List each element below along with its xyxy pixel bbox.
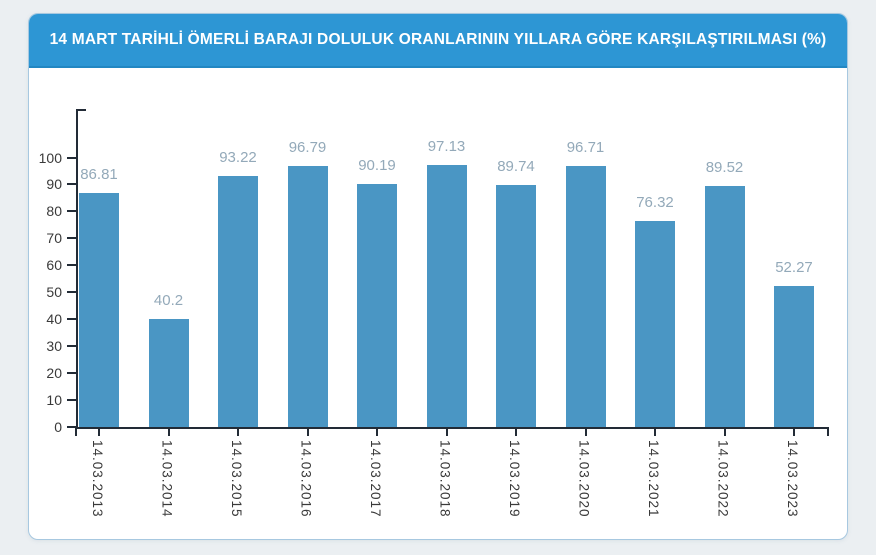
- x-category-label: 14.03.2020: [576, 440, 592, 518]
- x-axis-tick: [584, 427, 587, 436]
- y-axis-tick-label: 50: [46, 284, 62, 301]
- plot-area: 0 10 20 30 40 50 60 70 80 90 100 86.81 14.03.2013 40.…: [39, 109, 829, 518]
- x-axis-line: [76, 427, 828, 429]
- bar-value-label: 76.32: [636, 194, 674, 212]
- x-category-label: 14.03.2013: [90, 440, 105, 518]
- x-category-label: 14.03.2014: [159, 440, 175, 518]
- y-axis-tick: [67, 399, 76, 402]
- bar-value-label: 97.13: [427, 138, 466, 156]
- chart-title: 14 MART TARİHLİ ÖMERLİ BARAJI DOLULUK OR…: [49, 31, 827, 48]
- bar-value-label: 89.74: [497, 158, 535, 176]
- y-axis-line: [76, 109, 78, 427]
- bar-value-label: 52.27: [775, 259, 813, 277]
- y-axis-tick: [67, 156, 76, 159]
- bar: [426, 165, 467, 427]
- x-axis-end-tick: [827, 427, 829, 436]
- y-axis-tick: [67, 291, 76, 294]
- y-axis-tick-label: 90: [46, 176, 62, 193]
- bar: [565, 166, 606, 427]
- x-category-label: 14.03.2018: [437, 440, 453, 518]
- x-category-label: 14.03.2022: [715, 440, 731, 518]
- x-category-label: 14.03.2016: [298, 440, 314, 518]
- bar: [357, 183, 397, 427]
- bar-value-label: 96.71: [566, 139, 605, 157]
- bar: [635, 221, 675, 427]
- y-axis-tick: [67, 210, 76, 213]
- y-axis-top-cap: [76, 109, 86, 111]
- y-axis-tick-label: 60: [46, 257, 62, 274]
- chart-header: 14 MART TARİHLİ ÖMERLİ BARAJI DOLULUK OR…: [29, 14, 847, 68]
- y-axis-tick-label: 10: [46, 392, 62, 409]
- x-category-label: 14.03.2015: [229, 440, 244, 518]
- y-axis-tick-label: 70: [46, 230, 62, 247]
- bar-value-label: 90.19: [358, 156, 396, 174]
- bar-value-label: 86.81: [80, 166, 118, 184]
- x-axis-tick: [237, 427, 239, 436]
- y-axis-tick: [67, 426, 76, 428]
- x-category-label: 14.03.2021: [646, 440, 661, 518]
- x-axis-tick: [445, 427, 448, 436]
- y-axis-tick: [67, 345, 76, 348]
- chart-card: 14 MART TARİHLİ ÖMERLİ BARAJI DOLULUK OR…: [28, 13, 848, 540]
- y-axis-tick-label: 20: [46, 365, 62, 382]
- bar: [774, 286, 814, 427]
- y-axis-tick-label: 40: [46, 311, 62, 328]
- x-axis-tick: [793, 427, 795, 436]
- x-category-label: 14.03.2017: [368, 440, 383, 518]
- x-axis-tick: [723, 427, 726, 436]
- bar: [287, 166, 328, 427]
- bar: [148, 318, 189, 427]
- x-axis-end-tick: [75, 427, 77, 436]
- bar: [79, 193, 119, 427]
- bar-value-label: 93.22: [219, 148, 257, 166]
- y-axis-tick: [67, 264, 76, 267]
- bar-value-label: 96.79: [288, 139, 327, 157]
- bar: [218, 175, 258, 427]
- y-axis-tick-label: 30: [46, 338, 62, 355]
- x-category-label: 14.03.2019: [507, 440, 522, 518]
- x-axis-tick: [515, 427, 517, 436]
- bar: [496, 185, 536, 427]
- x-axis-tick: [167, 427, 170, 436]
- x-axis-tick: [376, 427, 378, 436]
- y-axis-tick: [67, 237, 76, 240]
- x-axis-tick: [306, 427, 309, 436]
- y-axis-tick-label: 100: [38, 149, 62, 166]
- y-axis-tick: [67, 372, 76, 375]
- bar-value-label: 40.2: [153, 291, 184, 309]
- y-axis-tick-label: 80: [46, 203, 62, 220]
- y-axis-tick-label: 0: [54, 419, 62, 435]
- y-axis-tick: [67, 318, 76, 321]
- bar-value-label: 89.52: [705, 158, 744, 176]
- x-axis-tick: [654, 427, 656, 436]
- y-axis-tick: [67, 183, 76, 186]
- x-category-label: 14.03.2023: [785, 440, 800, 518]
- bar: [704, 185, 745, 427]
- x-axis-tick: [98, 427, 100, 436]
